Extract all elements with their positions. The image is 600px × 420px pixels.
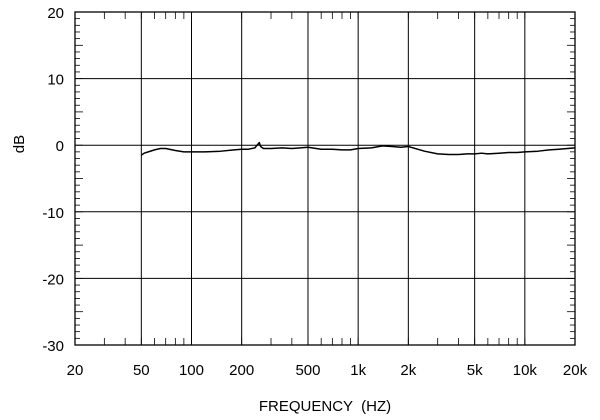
y-tick-labels: 20 10 0 -10 -20 -30 [42, 5, 64, 355]
y-tick-label: -30 [42, 338, 64, 355]
x-tick-label: 20 [67, 362, 84, 379]
x-axis-title: FREQUENCY (HZ) [259, 398, 391, 415]
y-tick-label: -10 [42, 205, 64, 222]
plot-frame [74, 11, 576, 346]
x-tick-label: 500 [295, 362, 320, 379]
series-layer [140, 141, 576, 156]
x-tick-labels: 20 50 100 200 500 1k 2k 5k 10k 20k [67, 362, 588, 379]
x-tick-label: 2k [400, 362, 416, 379]
y-tick-label: 20 [47, 5, 64, 22]
x-tick-label: 50 [133, 362, 150, 379]
y-tick-label: 0 [56, 138, 64, 155]
x-tick-label: 10k [513, 362, 538, 379]
y-axis-title: dB [11, 135, 28, 153]
minor-ticks-layer [74, 11, 576, 346]
x-tick-label: 20k [563, 362, 588, 379]
x-tick-label: 200 [229, 362, 254, 379]
y-tick-label: -20 [42, 271, 64, 288]
x-tick-label: 1k [350, 362, 366, 379]
x-tick-label: 100 [179, 362, 204, 379]
x-tick-label: 5k [467, 362, 483, 379]
grid-layer [75, 12, 575, 345]
y-tick-label: 10 [47, 72, 64, 89]
series-line-1 [140, 141, 576, 156]
